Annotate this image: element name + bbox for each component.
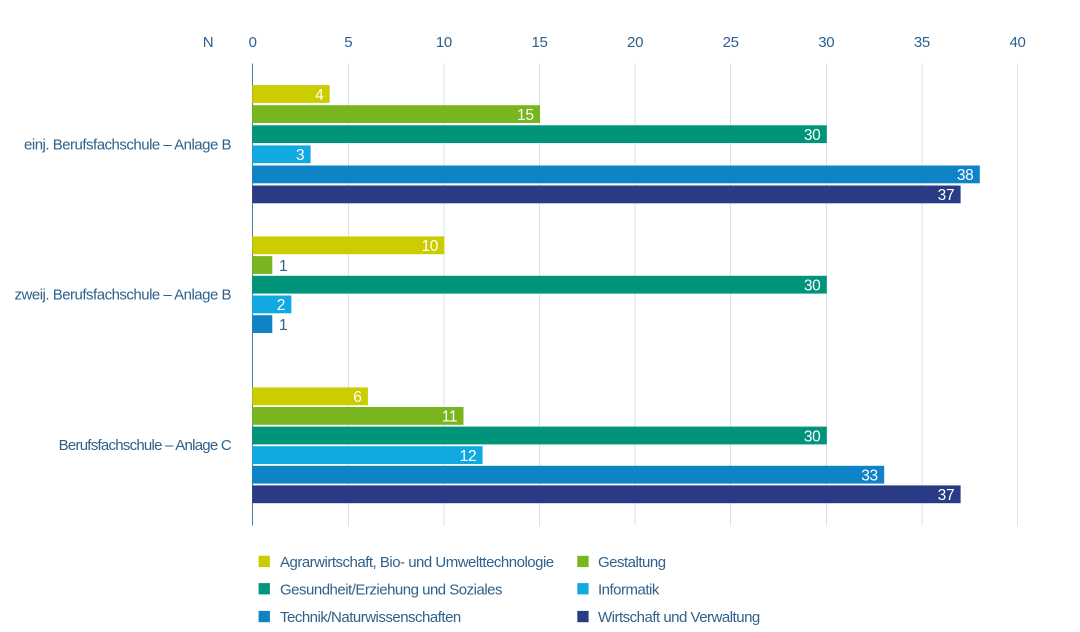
svg-text:N: N (203, 34, 214, 51)
svg-text:30: 30 (804, 278, 821, 295)
svg-text:Gestaltung: Gestaltung (598, 554, 666, 571)
svg-text:25: 25 (723, 34, 739, 51)
svg-text:30: 30 (804, 127, 821, 144)
svg-text:20: 20 (627, 34, 643, 51)
svg-text:1: 1 (279, 258, 287, 275)
svg-text:einj. Berufsfachschule – Anlag: einj. Berufsfachschule – Anlage B (24, 137, 231, 154)
svg-text:Agrarwirtschaft, Bio- und Umwe: Agrarwirtschaft, Bio- und Umwelttechnolo… (280, 554, 554, 571)
svg-text:Technik/Naturwissenschaften: Technik/Naturwissenschaften (280, 609, 461, 626)
svg-text:10: 10 (436, 34, 452, 51)
svg-text:30: 30 (818, 34, 834, 51)
svg-text:1: 1 (279, 317, 287, 334)
svg-text:11: 11 (442, 409, 458, 426)
svg-text:0: 0 (249, 34, 257, 51)
svg-text:Gesundheit/Erziehung und Sozia: Gesundheit/Erziehung und Soziales (280, 581, 502, 598)
svg-text:4: 4 (315, 87, 324, 104)
svg-text:35: 35 (914, 34, 930, 51)
svg-text:5: 5 (344, 34, 352, 51)
svg-text:37: 37 (938, 187, 955, 204)
svg-text:zweij. Berufsfachschule – Anla: zweij. Berufsfachschule – Anlage B (15, 287, 232, 304)
svg-text:40: 40 (1009, 34, 1025, 51)
svg-text:33: 33 (861, 468, 878, 485)
svg-text:Informatik: Informatik (598, 581, 660, 598)
svg-text:30: 30 (804, 428, 821, 445)
svg-text:38: 38 (957, 167, 974, 184)
svg-text:Berufsfachschule – Anlage C: Berufsfachschule – Anlage C (59, 437, 232, 454)
svg-text:10: 10 (421, 238, 438, 255)
svg-text:Wirtschaft und Verwaltung: Wirtschaft und Verwaltung (598, 609, 760, 626)
svg-text:2: 2 (277, 297, 285, 314)
svg-text:37: 37 (938, 487, 955, 504)
svg-text:6: 6 (353, 389, 361, 406)
svg-text:3: 3 (296, 147, 304, 164)
svg-text:15: 15 (517, 107, 534, 124)
svg-text:15: 15 (531, 34, 547, 51)
svg-text:12: 12 (460, 448, 477, 465)
